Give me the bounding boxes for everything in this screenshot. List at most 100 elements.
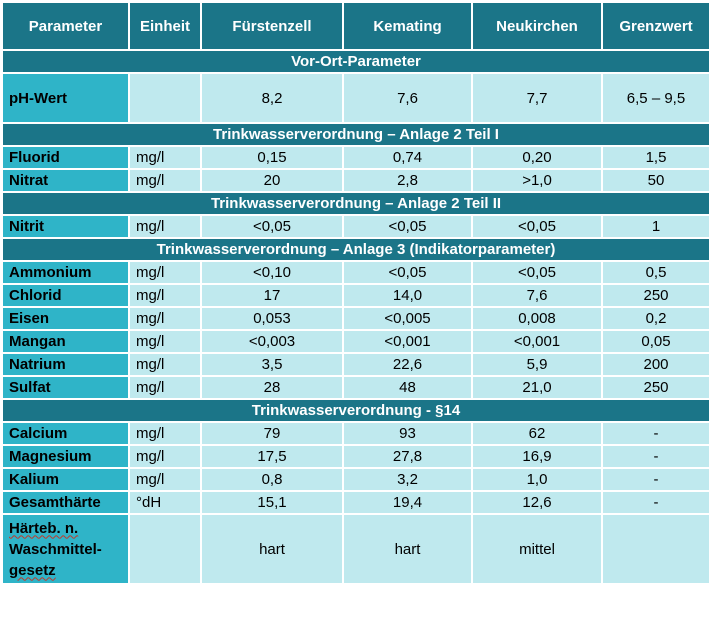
value-fuerstenzell: 79 xyxy=(200,421,344,446)
value-fuerstenzell: <0,003 xyxy=(200,329,344,354)
section-header: Trinkwasserverordnung – Anlage 3 (Indika… xyxy=(1,237,710,262)
value-neukirchen: <0,05 xyxy=(471,260,603,285)
value-kemating: <0,05 xyxy=(342,214,473,239)
unit-cell: mg/l xyxy=(128,214,202,239)
value-grenzwert: 6,5 – 9,5 xyxy=(601,72,710,124)
parameter-name: pH-Wert xyxy=(1,72,130,124)
header-fuerstenzell: Fürstenzell xyxy=(200,1,344,51)
section-title: Trinkwasserverordnung - §14 xyxy=(1,398,710,423)
unit-cell: mg/l xyxy=(128,329,202,354)
table-row: Chlorid mg/l 17 14,0 7,6 250 xyxy=(1,283,710,308)
value-grenzwert: 1,5 xyxy=(601,145,710,170)
section-header: Vor-Ort-Parameter xyxy=(1,49,710,74)
table-row: Magnesium mg/l 17,5 27,8 16,9 - xyxy=(1,444,710,469)
value-grenzwert: - xyxy=(601,467,710,492)
unit-cell: mg/l xyxy=(128,444,202,469)
table-row: Eisen mg/l 0,053 <0,005 0,008 0,2 xyxy=(1,306,710,331)
unit-cell: mg/l xyxy=(128,352,202,377)
value-kemating: <0,005 xyxy=(342,306,473,331)
value-fuerstenzell: 3,5 xyxy=(200,352,344,377)
value-kemating: <0,05 xyxy=(342,260,473,285)
parameter-name: Ammonium xyxy=(1,260,130,285)
value-kemating: 48 xyxy=(342,375,473,400)
table-row: Natrium mg/l 3,5 22,6 5,9 200 xyxy=(1,352,710,377)
value-neukirchen: 7,7 xyxy=(471,72,603,124)
table-row: Fluorid mg/l 0,15 0,74 0,20 1,5 xyxy=(1,145,710,170)
table-row: Gesamthärte °dH 15,1 19,4 12,6 - xyxy=(1,490,710,515)
section-title: Trinkwasserverordnung – Anlage 2 Teil I xyxy=(1,122,710,147)
parameter-name: Calcium xyxy=(1,421,130,446)
table-row: pH-Wert 8,2 7,6 7,7 6,5 – 9,5 xyxy=(1,72,710,124)
parameter-name: Nitrat xyxy=(1,168,130,193)
unit-cell: °dH xyxy=(128,490,202,515)
value-fuerstenzell: 20 xyxy=(200,168,344,193)
value-kemating: 27,8 xyxy=(342,444,473,469)
table-row-haertebereich: Härteb. n. Waschmittel- gesetz hart hart… xyxy=(1,513,710,585)
parameter-name: Kalium xyxy=(1,467,130,492)
value-neukirchen: 16,9 xyxy=(471,444,603,469)
value-neukirchen: 21,0 xyxy=(471,375,603,400)
value-kemating: 14,0 xyxy=(342,283,473,308)
value-neukirchen: 1,0 xyxy=(471,467,603,492)
value-grenzwert: 0,2 xyxy=(601,306,710,331)
value-fuerstenzell: 15,1 xyxy=(200,490,344,515)
value-fuerstenzell: <0,10 xyxy=(200,260,344,285)
unit-cell: mg/l xyxy=(128,283,202,308)
table-row: Nitrit mg/l <0,05 <0,05 <0,05 1 xyxy=(1,214,710,239)
parameter-name: Sulfat xyxy=(1,375,130,400)
table-row: Kalium mg/l 0,8 3,2 1,0 - xyxy=(1,467,710,492)
value-grenzwert: 0,5 xyxy=(601,260,710,285)
section-header: Trinkwasserverordnung – Anlage 2 Teil II xyxy=(1,191,710,216)
unit-cell xyxy=(128,513,202,585)
parameter-name: Nitrit xyxy=(1,214,130,239)
parameter-name: Härteb. n. Waschmittel- gesetz xyxy=(1,513,130,585)
parameter-name: Magnesium xyxy=(1,444,130,469)
value-kemating: hart xyxy=(342,513,473,585)
value-kemating: 19,4 xyxy=(342,490,473,515)
section-title: Vor-Ort-Parameter xyxy=(1,49,710,74)
table-row: Calcium mg/l 79 93 62 - xyxy=(1,421,710,446)
value-grenzwert: - xyxy=(601,421,710,446)
value-grenzwert: - xyxy=(601,444,710,469)
table-row: Sulfat mg/l 28 48 21,0 250 xyxy=(1,375,710,400)
value-fuerstenzell: 17 xyxy=(200,283,344,308)
value-grenzwert: 50 xyxy=(601,168,710,193)
value-kemating: 93 xyxy=(342,421,473,446)
value-kemating: 22,6 xyxy=(342,352,473,377)
value-neukirchen: 5,9 xyxy=(471,352,603,377)
value-fuerstenzell: <0,05 xyxy=(200,214,344,239)
header-grenzwert: Grenzwert xyxy=(601,1,710,51)
value-kemating: 2,8 xyxy=(342,168,473,193)
value-fuerstenzell: 8,2 xyxy=(200,72,344,124)
value-neukirchen: 62 xyxy=(471,421,603,446)
parameter-name: Chlorid xyxy=(1,283,130,308)
name-line-1: Härteb. n. xyxy=(9,519,79,537)
value-fuerstenzell: hart xyxy=(200,513,344,585)
table-row: Nitrat mg/l 20 2,8 >1,0 50 xyxy=(1,168,710,193)
value-neukirchen: 0,20 xyxy=(471,145,603,170)
value-fuerstenzell: 0,15 xyxy=(200,145,344,170)
header-parameter: Parameter xyxy=(1,1,130,51)
name-line-3: gesetz xyxy=(9,561,56,579)
parameter-name: Fluorid xyxy=(1,145,130,170)
value-fuerstenzell: 0,053 xyxy=(200,306,344,331)
table-row: Mangan mg/l <0,003 <0,001 <0,001 0,05 xyxy=(1,329,710,354)
value-kemating: <0,001 xyxy=(342,329,473,354)
header-row: Parameter Einheit Fürstenzell Kemating N… xyxy=(1,1,710,51)
value-grenzwert: 250 xyxy=(601,283,710,308)
value-grenzwert xyxy=(601,513,710,585)
parameter-name: Mangan xyxy=(1,329,130,354)
name-line-2: Waschmittel- xyxy=(9,540,102,558)
section-header: Trinkwasserverordnung - §14 xyxy=(1,398,710,423)
unit-cell: mg/l xyxy=(128,421,202,446)
parameter-name: Eisen xyxy=(1,306,130,331)
unit-cell: mg/l xyxy=(128,260,202,285)
value-neukirchen: >1,0 xyxy=(471,168,603,193)
value-neukirchen: mittel xyxy=(471,513,603,585)
unit-cell: mg/l xyxy=(128,145,202,170)
parameter-name: Natrium xyxy=(1,352,130,377)
header-neukirchen: Neukirchen xyxy=(471,1,603,51)
section-title: Trinkwasserverordnung – Anlage 2 Teil II xyxy=(1,191,710,216)
value-kemating: 0,74 xyxy=(342,145,473,170)
unit-cell: mg/l xyxy=(128,467,202,492)
